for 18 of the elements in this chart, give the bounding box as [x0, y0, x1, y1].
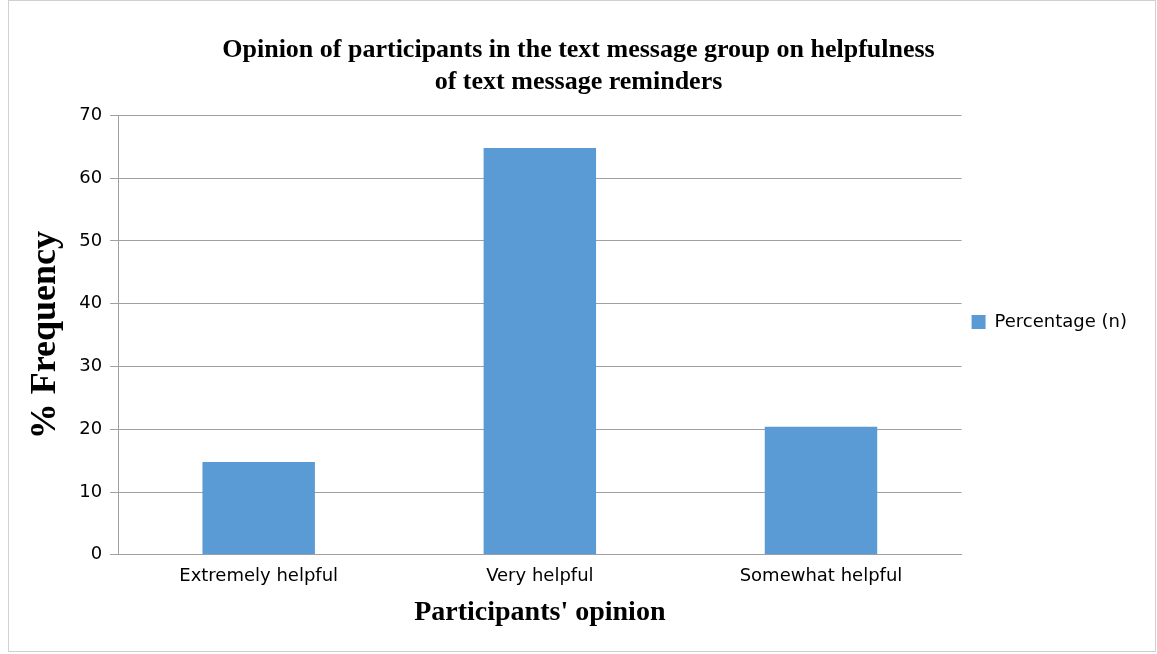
y-tick-label: 0: [90, 542, 103, 564]
x-tick-label: Very helpful: [486, 564, 594, 586]
x-tick-label: Somewhat helpful: [739, 564, 903, 586]
x-tick-label: Extremely helpful: [179, 564, 339, 586]
chart-title: Opinion of participants in the text message group on helpfulness of text message reminders: [222, 34, 935, 95]
bar: [202, 461, 315, 555]
bar: [764, 426, 878, 555]
y-tick-label: 70: [79, 103, 103, 125]
legend-label: Percentage (n): [994, 309, 1127, 331]
x-axis-title: Participants' opinion: [414, 595, 666, 627]
y-tick-label: 20: [79, 416, 103, 438]
y-tick-label: 40: [79, 291, 103, 313]
y-tick-label: 50: [79, 228, 103, 250]
y-tick-label: 60: [79, 165, 103, 187]
y-axis-title: % Frequency: [22, 230, 63, 440]
y-tick-label: 10: [79, 479, 103, 501]
bar: [483, 148, 597, 555]
y-tick-label: 30: [79, 354, 103, 376]
